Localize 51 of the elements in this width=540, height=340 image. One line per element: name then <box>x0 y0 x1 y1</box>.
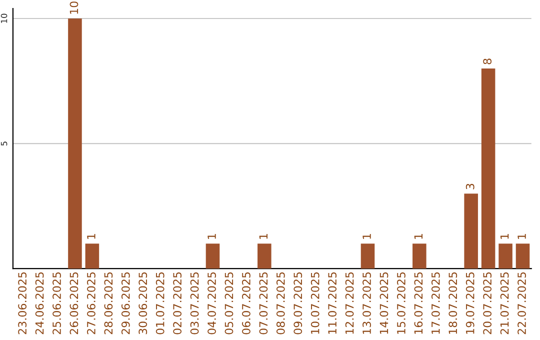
x-tick-label: 07.07.2025 <box>259 272 268 334</box>
x-tick-label: 04.07.2025 <box>208 272 216 334</box>
x-tick-label: 30.06.2025 <box>138 272 148 334</box>
data-label: 1 <box>362 234 371 239</box>
data-label: 1 <box>414 234 422 239</box>
x-tick-label: 14.07.2025 <box>380 272 388 334</box>
data-label: 1 <box>259 234 268 239</box>
data-label: 10 <box>70 2 78 14</box>
bar <box>85 244 100 269</box>
x-tick-label: 16.07.2025 <box>414 272 423 334</box>
bar <box>360 244 375 269</box>
data-label: 1 <box>208 234 216 239</box>
x-tick-label: 20.07.2025 <box>483 272 492 334</box>
data-label: 1 <box>500 234 509 239</box>
bar <box>206 244 220 269</box>
x-tick-label: 28.06.2025 <box>104 272 113 334</box>
x-tick-label: 22.07.2025 <box>518 272 526 334</box>
x-tick-label: 24.06.2025 <box>35 272 44 334</box>
x-tick-label: 21.07.2025 <box>500 272 509 334</box>
x-tick-label: 26.06.2025 <box>70 272 78 334</box>
x-tick-label: 25.06.2025 <box>52 272 61 334</box>
x-tick-label: 23.06.2025 <box>18 272 27 334</box>
bar <box>516 244 530 269</box>
x-tick-label: 03.07.2025 <box>190 272 199 334</box>
x-tick-label: 17.07.2025 <box>431 272 440 334</box>
bar <box>498 244 512 269</box>
x-tick-label: 06.07.2025 <box>242 272 250 334</box>
x-tick-label: 15.07.2025 <box>397 272 406 334</box>
x-tick-label: 09.07.2025 <box>294 272 302 334</box>
data-label: 8 <box>483 58 492 64</box>
x-tick-label: 13.07.2025 <box>362 272 371 334</box>
x-tick-label: 01.07.2025 <box>156 272 164 334</box>
bar <box>68 18 82 269</box>
x-tick-label: 19.07.2025 <box>466 272 474 334</box>
x-tick-label: 10.07.2025 <box>310 272 320 334</box>
data-label: 1 <box>518 234 526 239</box>
bar <box>258 244 272 269</box>
bar <box>481 68 496 269</box>
data-label: 1 <box>87 234 96 239</box>
x-tick-label: 29.06.2025 <box>121 272 130 334</box>
x-tick-label: 05.07.2025 <box>224 272 234 334</box>
bar <box>412 244 426 269</box>
x-tick-label: 18.07.2025 <box>448 272 458 334</box>
x-tick-label: 08.07.2025 <box>276 272 285 334</box>
y-tick-label: 5 <box>0 142 8 146</box>
x-tick-label: 27.06.2025 <box>87 272 96 334</box>
x-tick-label: 11.07.2025 <box>328 272 337 334</box>
bar <box>464 194 478 269</box>
x-tick-label: 12.07.2025 <box>345 272 354 334</box>
data-label: 3 <box>466 184 474 190</box>
x-tick-label: 02.07.2025 <box>173 272 182 334</box>
